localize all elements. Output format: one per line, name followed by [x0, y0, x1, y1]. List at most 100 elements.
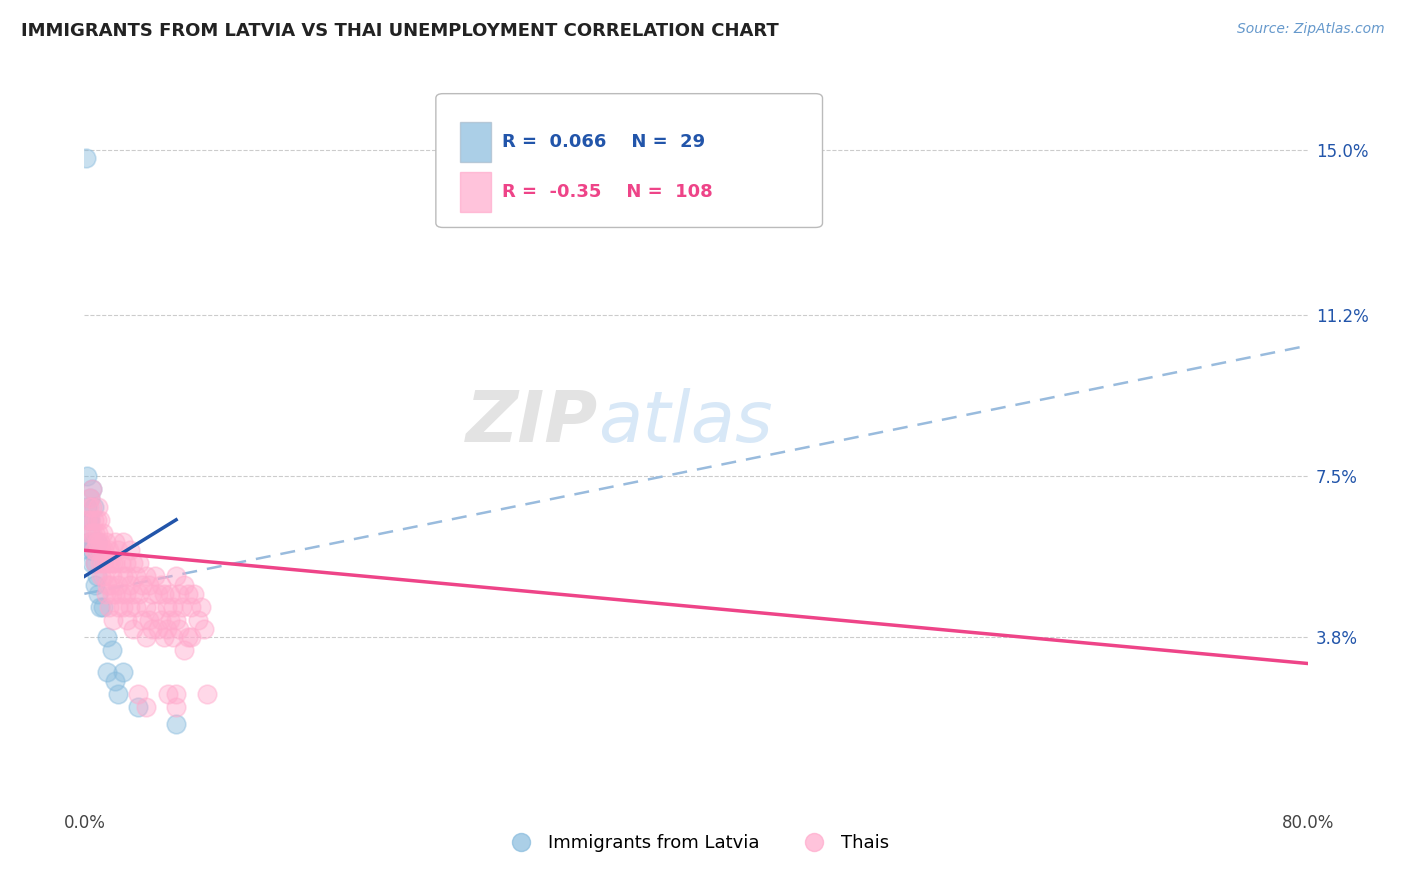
Point [77, 525, 100, 540]
Point [77, 543, 100, 558]
Point [104, 534, 127, 549]
Point [141, 587, 163, 601]
Point [98, 578, 121, 592]
Point [103, 613, 125, 627]
Point [87, 525, 110, 540]
Point [146, 622, 169, 636]
Point [86, 513, 108, 527]
Point [125, 569, 148, 583]
Point [83, 534, 105, 549]
Point [89, 534, 111, 549]
Point [165, 613, 187, 627]
Point [128, 557, 150, 571]
Point [104, 673, 127, 688]
Point [114, 557, 136, 571]
Point [90, 543, 112, 558]
Point [83, 513, 105, 527]
Point [97, 543, 120, 558]
Point [131, 613, 153, 627]
Point [94, 587, 117, 601]
Point [80, 557, 103, 571]
Point [173, 578, 195, 592]
Point [79, 534, 101, 549]
Point [183, 587, 205, 601]
Point [180, 599, 202, 614]
Point [80, 500, 103, 514]
Point [162, 631, 184, 645]
Point [138, 613, 160, 627]
Point [138, 578, 160, 592]
Point [91, 599, 114, 614]
Point [103, 557, 125, 571]
Point [87, 500, 110, 514]
Point [143, 569, 166, 583]
Point [84, 557, 107, 571]
Point [79, 525, 101, 540]
Point [149, 578, 172, 592]
Text: Source: ZipAtlas.com: Source: ZipAtlas.com [1237, 22, 1385, 37]
Point [89, 599, 111, 614]
Point [83, 500, 105, 514]
Point [110, 557, 132, 571]
Point [120, 543, 142, 558]
Point [87, 587, 110, 601]
Point [101, 643, 124, 657]
Point [84, 525, 107, 540]
Text: ZIP: ZIP [465, 388, 598, 457]
Point [96, 665, 118, 680]
Point [96, 631, 118, 645]
Point [162, 599, 184, 614]
Point [104, 557, 127, 571]
Point [156, 599, 179, 614]
Point [111, 665, 134, 680]
Point [111, 534, 134, 549]
Point [104, 587, 127, 601]
Point [77, 500, 100, 514]
Legend: Immigrants from Latvia, Thais: Immigrants from Latvia, Thais [496, 827, 896, 860]
Point [94, 534, 117, 549]
Point [84, 557, 107, 571]
Point [80, 525, 103, 540]
Point [86, 534, 108, 549]
Point [131, 578, 153, 592]
Point [115, 569, 138, 583]
Point [107, 543, 129, 558]
Point [111, 599, 134, 614]
Point [76, 500, 98, 514]
Point [77, 534, 100, 549]
Point [122, 557, 145, 571]
Point [190, 599, 212, 614]
Point [177, 587, 200, 601]
Point [98, 557, 121, 571]
Point [84, 578, 107, 592]
Point [93, 569, 115, 583]
Point [172, 599, 194, 614]
Point [127, 700, 149, 714]
Point [91, 525, 114, 540]
Point [128, 587, 150, 601]
Text: IMMIGRANTS FROM LATVIA VS THAI UNEMPLOYMENT CORRELATION CHART: IMMIGRANTS FROM LATVIA VS THAI UNEMPLOYM… [21, 22, 779, 40]
Point [80, 483, 103, 497]
Point [89, 513, 111, 527]
Point [180, 631, 202, 645]
Point [173, 643, 195, 657]
Point [159, 587, 181, 601]
Point [159, 613, 181, 627]
Point [77, 513, 100, 527]
Point [165, 700, 187, 714]
Point [141, 622, 163, 636]
Point [167, 587, 190, 601]
Point [165, 687, 187, 701]
Point [76, 469, 98, 483]
Point [79, 513, 101, 527]
Point [80, 543, 103, 558]
Point [135, 700, 157, 714]
Point [91, 557, 114, 571]
Point [193, 622, 215, 636]
Point [111, 569, 134, 583]
Point [125, 599, 148, 614]
Point [107, 687, 129, 701]
Point [89, 557, 111, 571]
Point [86, 534, 108, 549]
Point [96, 557, 118, 571]
